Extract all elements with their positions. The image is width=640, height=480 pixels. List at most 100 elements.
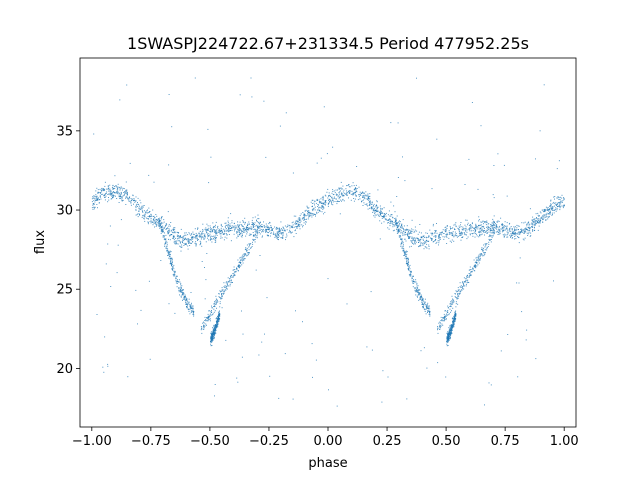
data-point — [205, 320, 207, 322]
data-point — [320, 202, 322, 204]
data-point — [396, 223, 398, 225]
data-point — [324, 211, 326, 213]
data-point — [175, 243, 177, 245]
data-point — [427, 302, 429, 304]
data-point — [242, 221, 244, 223]
data-point — [414, 291, 416, 293]
data-point — [191, 236, 193, 238]
data-point — [506, 231, 508, 233]
data-point — [528, 227, 530, 229]
data-point — [246, 250, 248, 252]
data-point — [377, 210, 379, 212]
data-point — [534, 229, 536, 231]
data-point — [248, 221, 250, 223]
data-point — [515, 233, 517, 235]
data-point — [556, 203, 558, 205]
data-point — [539, 222, 540, 224]
data-point — [363, 199, 364, 201]
data-point — [108, 190, 110, 192]
data-point — [549, 208, 551, 210]
data-point — [341, 192, 342, 194]
data-point — [252, 222, 254, 224]
data-point — [305, 215, 307, 217]
data-point — [240, 224, 242, 225]
data-point — [258, 354, 260, 356]
data-point — [502, 224, 504, 226]
data-point — [454, 315, 456, 317]
data-point — [322, 206, 324, 207]
data-point — [204, 237, 206, 239]
data-point — [243, 253, 245, 255]
data-point — [214, 231, 216, 233]
data-point — [410, 273, 411, 275]
data-point — [364, 203, 366, 205]
data-point — [257, 230, 259, 232]
data-point — [244, 231, 246, 233]
data-point — [202, 230, 204, 232]
data-point — [331, 203, 333, 205]
data-point — [447, 340, 449, 342]
data-point — [162, 225, 164, 227]
data-point — [219, 313, 221, 315]
data-point — [463, 281, 465, 283]
data-point — [253, 227, 254, 228]
data-point — [435, 235, 437, 237]
data-point — [223, 282, 225, 284]
data-point — [459, 293, 461, 295]
data-point — [241, 229, 242, 231]
data-point — [419, 245, 421, 247]
data-point — [137, 216, 139, 218]
data-point — [447, 332, 449, 334]
data-point — [387, 376, 389, 378]
data-point — [163, 236, 165, 238]
data-point — [93, 200, 95, 202]
data-point — [162, 236, 164, 238]
data-point — [490, 232, 492, 234]
data-point — [372, 206, 374, 208]
data-point — [243, 256, 245, 258]
data-point — [376, 207, 378, 209]
data-point — [209, 320, 211, 322]
data-point — [372, 210, 374, 212]
data-point — [133, 203, 134, 205]
data-point — [174, 242, 176, 244]
data-point — [526, 223, 528, 225]
data-point — [185, 244, 187, 246]
data-point — [159, 223, 161, 225]
data-point — [205, 229, 207, 231]
data-point — [236, 268, 238, 270]
data-point — [192, 241, 193, 243]
data-point — [394, 225, 396, 227]
data-point — [426, 304, 428, 306]
data-point — [431, 239, 433, 241]
data-point — [535, 213, 537, 215]
data-point — [473, 259, 475, 261]
data-point — [480, 125, 482, 127]
data-point — [225, 339, 227, 341]
data-point — [530, 223, 532, 225]
data-point — [156, 224, 158, 226]
data-point — [337, 189, 338, 191]
data-point — [258, 227, 260, 229]
data-point — [229, 228, 231, 229]
data-point — [340, 187, 342, 189]
data-point — [455, 306, 457, 308]
data-point — [221, 230, 223, 232]
data-point — [512, 233, 514, 235]
data-point — [171, 268, 173, 270]
data-point — [186, 306, 188, 308]
data-point — [208, 235, 210, 237]
data-point — [452, 303, 454, 305]
data-point — [494, 229, 495, 231]
data-point — [544, 208, 546, 210]
data-point — [217, 231, 219, 233]
data-point — [276, 237, 278, 239]
data-point — [340, 181, 342, 183]
data-point — [147, 221, 149, 223]
data-point — [492, 235, 494, 237]
data-point — [173, 230, 174, 232]
data-point — [222, 295, 223, 297]
data-point — [185, 302, 187, 304]
data-point — [333, 197, 335, 199]
data-point — [112, 191, 114, 192]
